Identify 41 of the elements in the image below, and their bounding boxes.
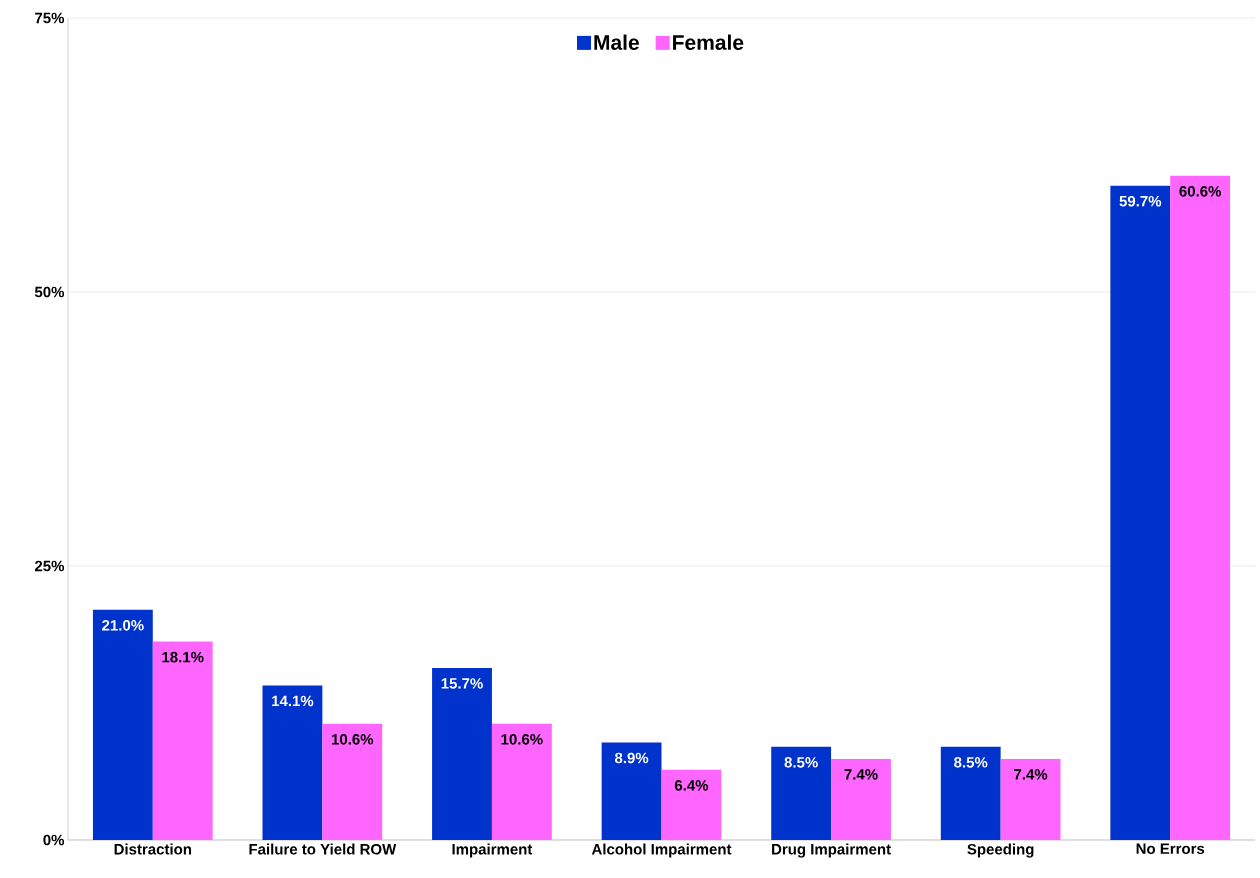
bar [262, 685, 323, 840]
data-label: 8.5% [784, 757, 818, 768]
data-label: 60.6% [1179, 186, 1222, 197]
data-label: 59.7% [1119, 195, 1162, 207]
data-label: 6.4% [674, 780, 709, 791]
bar [1110, 185, 1171, 840]
data-label: 7.4% [1014, 769, 1048, 780]
x-tick-label: Failure to Yield ROW [249, 843, 397, 855]
x-tick-label: Alcohol Impairment [591, 843, 732, 858]
x-tick-label: No Errors [1136, 843, 1205, 854]
data-label: 14.1% [272, 695, 314, 707]
bar [601, 742, 662, 840]
data-label: 15.7% [441, 678, 483, 689]
data-label: 21.0% [102, 620, 144, 631]
y-tick-label: 75% [35, 12, 65, 24]
y-tick-label: 50% [34, 286, 65, 298]
x-tick-label: Speeding [967, 843, 1034, 858]
bar [432, 667, 492, 840]
data-label: 8.9% [614, 752, 649, 764]
bar [661, 769, 722, 840]
data-label: 10.6% [501, 734, 543, 745]
data-label: 8.5% [954, 757, 988, 768]
y-tick-label: 0% [43, 834, 65, 846]
bar [940, 746, 1001, 840]
data-label: 18.1% [162, 651, 204, 663]
data-label: 10.6% [331, 734, 374, 745]
bar [92, 609, 153, 840]
bar [1000, 758, 1061, 840]
legend-label: Male [594, 34, 639, 50]
x-tick-label: Distraction [114, 843, 192, 855]
bar [491, 723, 552, 840]
data-label: 7.4% [844, 769, 878, 780]
x-tick-label: Drug Impairment [772, 843, 891, 858]
y-tick-label: 25% [34, 560, 65, 572]
bar [322, 723, 383, 840]
bar [152, 641, 213, 840]
bar [1170, 175, 1231, 840]
bar [771, 746, 832, 840]
bar [831, 758, 891, 840]
x-tick-label: Impairment [452, 843, 533, 858]
legend-label: Female [673, 34, 744, 50]
